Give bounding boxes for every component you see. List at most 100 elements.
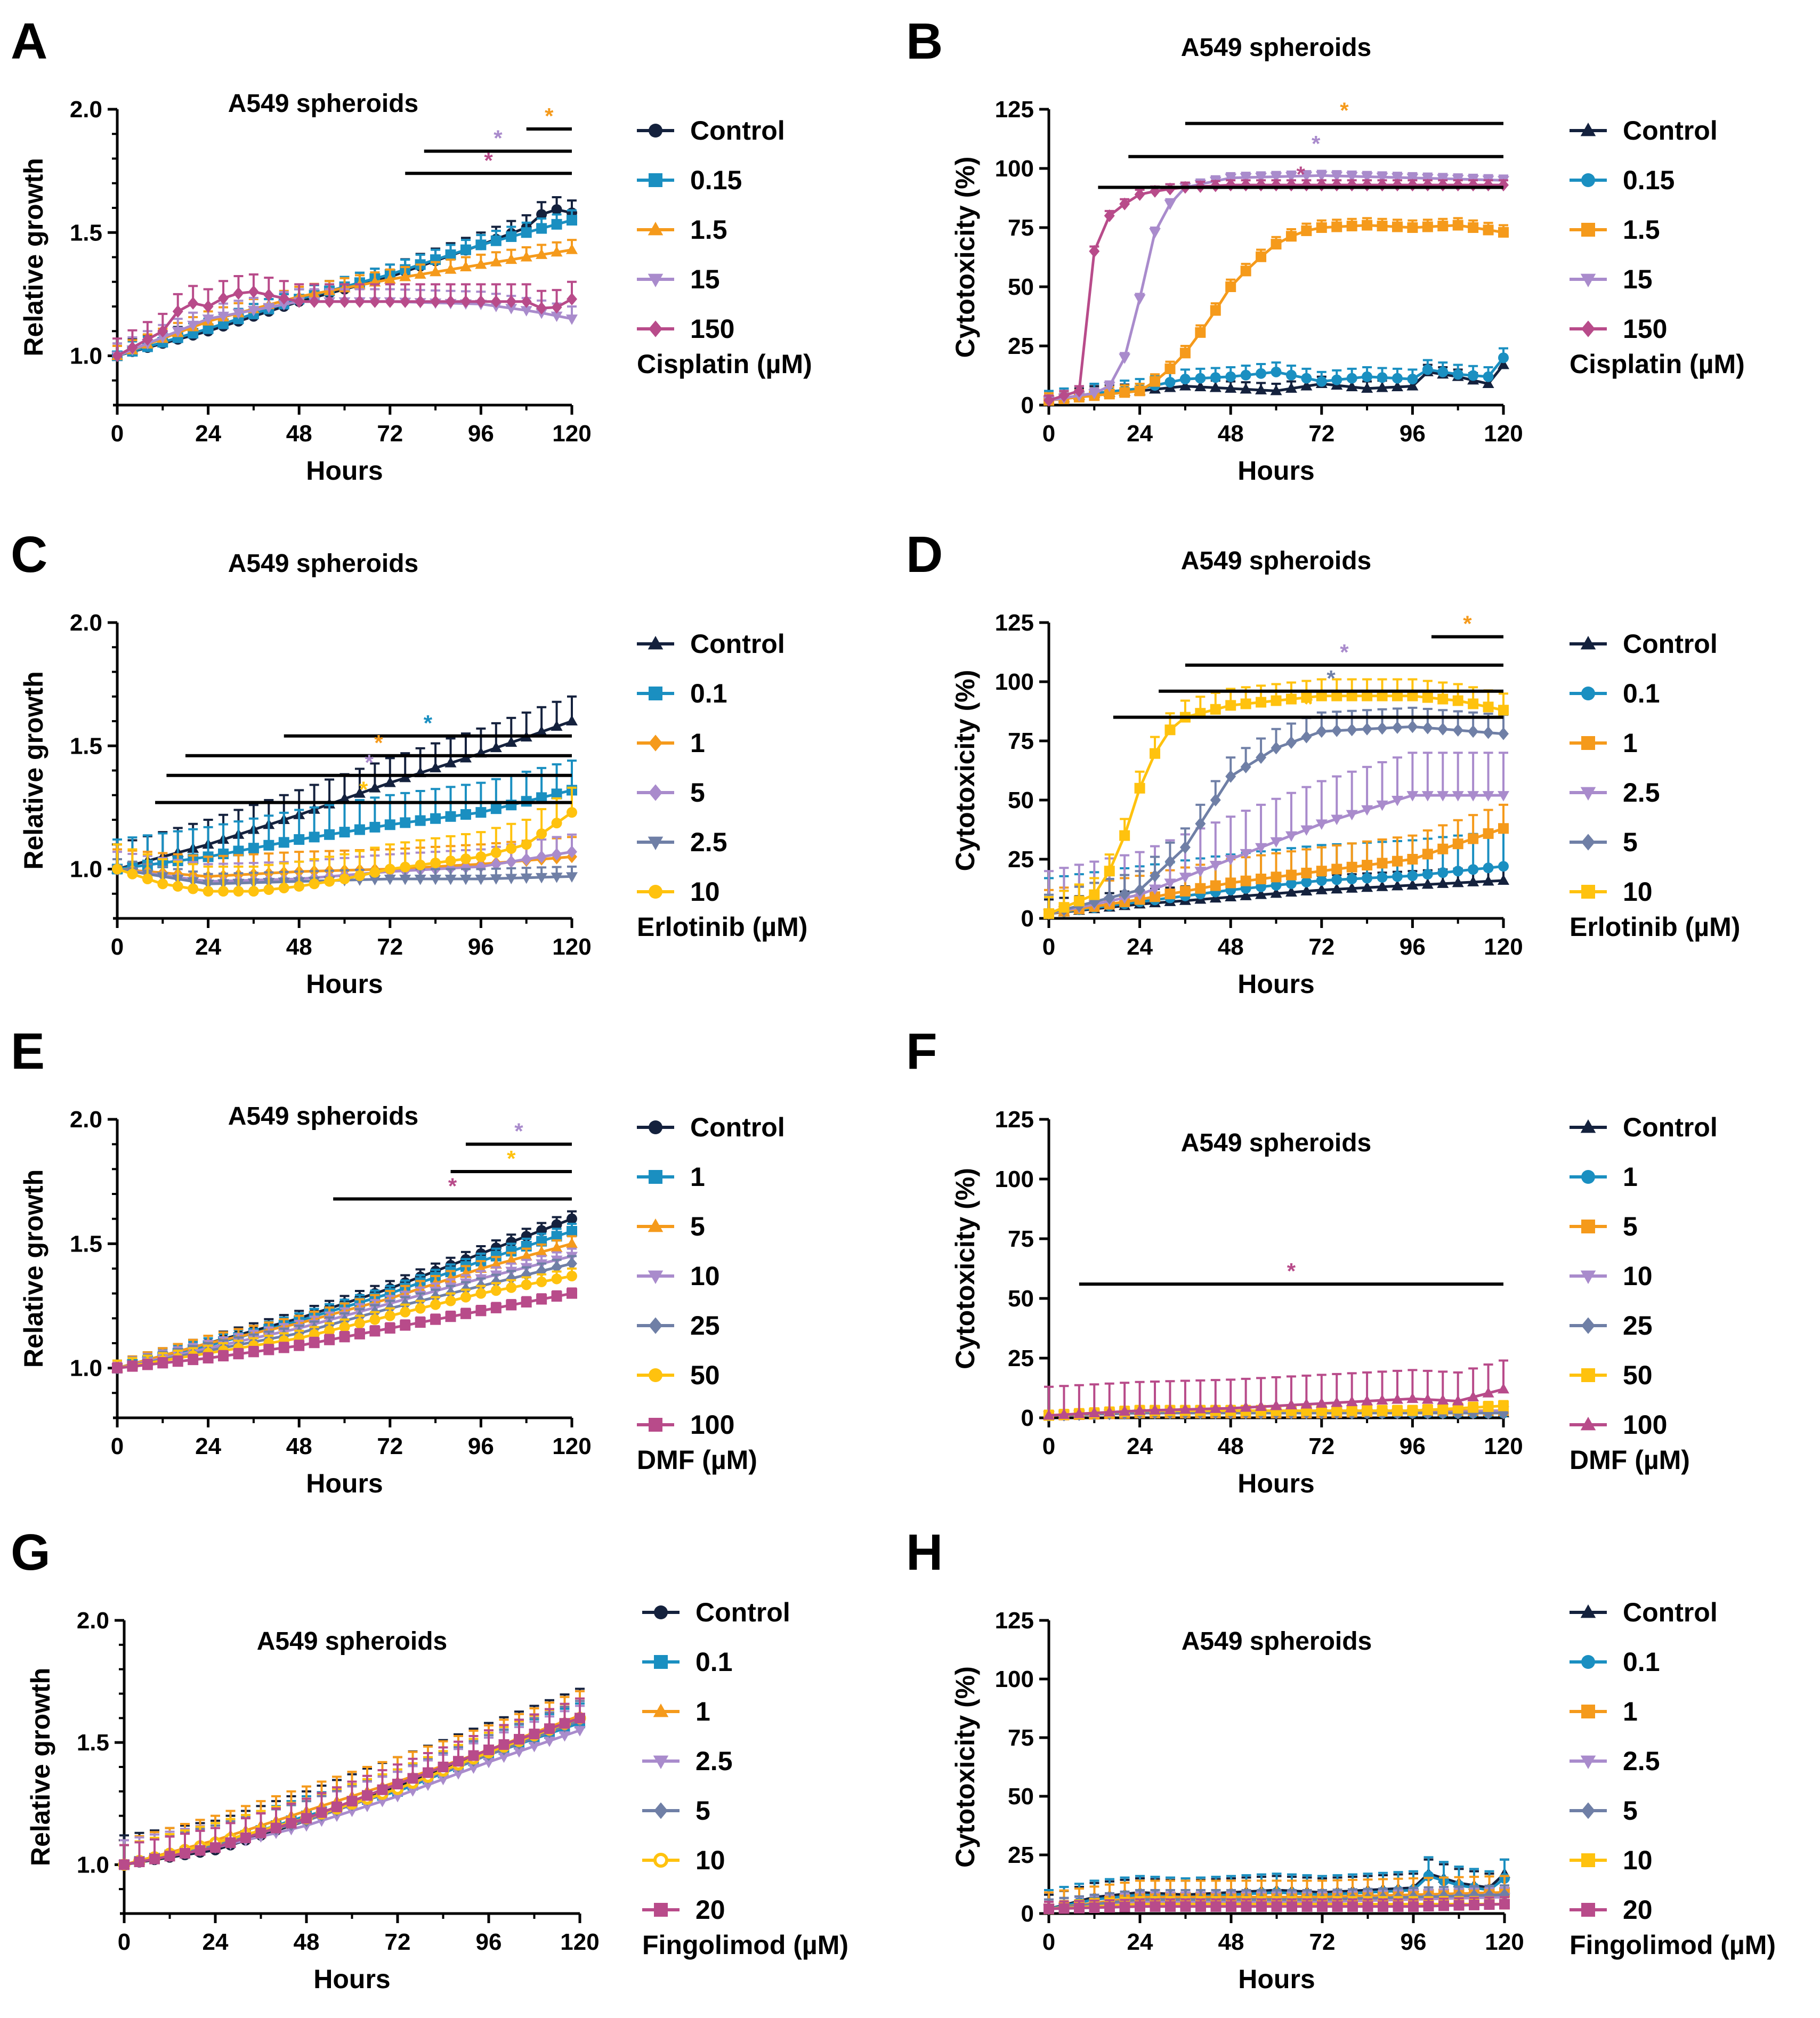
- x-tick-label: 120: [552, 421, 591, 447]
- data-point: [475, 1305, 487, 1317]
- legend-label: 150: [690, 314, 734, 344]
- data-point: [1468, 370, 1479, 381]
- data-point: [536, 873, 548, 884]
- y-tick-label: 50: [1008, 787, 1034, 813]
- data-point: [369, 867, 381, 878]
- y-tick-label: 50: [1008, 274, 1034, 300]
- data-point: [1362, 371, 1373, 382]
- legend-marker: [1581, 1368, 1595, 1382]
- data-point: [536, 209, 547, 220]
- data-point: [339, 1331, 350, 1343]
- legend-label: 100: [1623, 1410, 1667, 1440]
- data-point: [490, 874, 502, 885]
- data-point: [1240, 760, 1251, 773]
- data-point: [1225, 281, 1236, 292]
- y-tick-label: 25: [1008, 846, 1034, 873]
- data-point: [1285, 1399, 1297, 1410]
- legend-label: 50: [690, 1360, 720, 1390]
- data-point: [1437, 843, 1449, 854]
- legend-item: 1: [637, 728, 705, 758]
- data-point: [445, 811, 456, 822]
- data-point: [1452, 1403, 1463, 1414]
- data-point: [1301, 225, 1312, 236]
- data-point: [1483, 726, 1494, 739]
- data-point: [1377, 372, 1388, 383]
- y-tick-label: 125: [995, 610, 1034, 636]
- data-point: [1225, 855, 1237, 866]
- data-point: [1240, 890, 1252, 900]
- data-point: [1437, 221, 1449, 232]
- data-point: [415, 295, 426, 308]
- data-point: [536, 1294, 547, 1305]
- x-tick-label: 120: [1484, 421, 1523, 447]
- data-point: [445, 855, 456, 867]
- y-tick-label: 0: [1021, 1901, 1034, 1927]
- data-point: [1209, 892, 1222, 903]
- data-point: [263, 840, 274, 851]
- data-point: [1195, 373, 1206, 384]
- legend-item: 25: [1570, 1311, 1653, 1341]
- data-point: [1285, 869, 1297, 881]
- significance-star: *: [1304, 692, 1313, 717]
- data-point: [1392, 1405, 1403, 1416]
- x-tick-label: 72: [377, 1433, 403, 1459]
- data-point: [567, 293, 577, 306]
- panel-title: A549 spheroids: [228, 1102, 418, 1131]
- data-point: [1407, 374, 1418, 385]
- data-point: [1452, 866, 1463, 877]
- data-point: [1407, 854, 1418, 865]
- legend-item: 0.1: [1570, 679, 1660, 708]
- data-point: [1300, 885, 1313, 895]
- data-point: [566, 872, 578, 883]
- data-point: [551, 818, 562, 829]
- legend-label: 0.1: [695, 1647, 733, 1677]
- data-point: [1498, 352, 1509, 364]
- panel-letter: B: [906, 13, 943, 70]
- data-point: [218, 886, 229, 897]
- data-point: [1150, 748, 1161, 759]
- data-point: [369, 1314, 381, 1325]
- y-tick-label: 125: [995, 96, 1034, 123]
- data-point: [506, 1272, 517, 1285]
- x-axis-label: Hours: [1237, 1468, 1314, 1498]
- data-point: [529, 1729, 540, 1740]
- y-tick-label: 1.0: [70, 1355, 102, 1382]
- data-point: [1270, 172, 1282, 183]
- data-point: [1346, 810, 1358, 821]
- legend-item: 2.5: [1570, 778, 1660, 808]
- data-point: [1437, 366, 1449, 377]
- legend-title: Erlotinib (µM): [637, 912, 807, 942]
- legend-item: 5: [637, 778, 705, 808]
- x-tick-label: 48: [1218, 934, 1244, 960]
- data-point: [339, 827, 350, 838]
- data-point: [263, 1344, 274, 1355]
- data-point: [1271, 366, 1282, 377]
- data-point: [210, 1842, 221, 1853]
- data-point: [1468, 698, 1479, 709]
- data-point: [1392, 871, 1403, 882]
- legend-label: 1: [690, 1162, 705, 1192]
- data-point: [1421, 791, 1434, 802]
- x-tick-label: 24: [203, 1929, 229, 1955]
- significance-star: *: [1297, 162, 1306, 187]
- legend-label: 10: [1623, 877, 1653, 907]
- data-point: [384, 819, 395, 830]
- data-point: [1149, 1404, 1161, 1415]
- series-1: [118, 1690, 586, 1869]
- data-point: [506, 1282, 517, 1293]
- legend-item: 100: [637, 1410, 734, 1440]
- data-point: [1164, 363, 1176, 374]
- data-point: [1315, 884, 1328, 894]
- data-point: [354, 295, 365, 308]
- x-tick-label: 96: [1400, 1433, 1426, 1459]
- data-point: [1134, 385, 1145, 397]
- y-tick-label: 125: [995, 1107, 1034, 1133]
- data-point: [112, 349, 123, 362]
- data-point: [1422, 1404, 1433, 1416]
- data-point: [1150, 869, 1161, 883]
- data-point: [1468, 864, 1479, 875]
- x-axis-label: Hours: [1238, 1964, 1315, 1994]
- data-point: [164, 1851, 175, 1862]
- y-tick-label: 1.0: [70, 857, 102, 883]
